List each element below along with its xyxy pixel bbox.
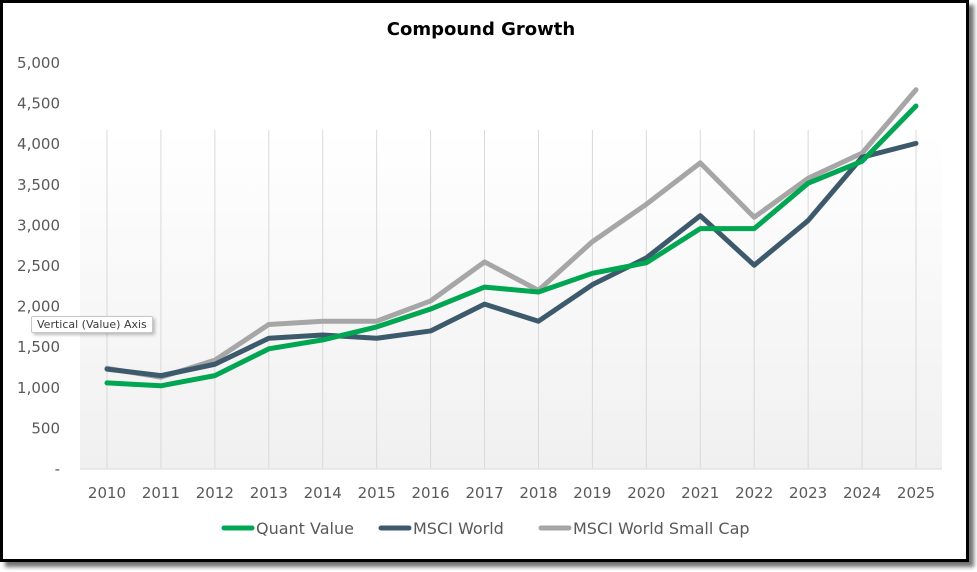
series-line-quant-value[interactable] [104, 103, 919, 389]
series-line-msci-world[interactable] [104, 140, 919, 379]
x-tick-label: 2024 [843, 484, 881, 502]
x-tick-label: 2022 [735, 484, 773, 502]
axis-tooltip: Vertical (Value) Axis [31, 316, 153, 333]
x-tick-label: 2018 [519, 484, 557, 502]
legend-label: MSCI World [413, 519, 504, 538]
x-tick-label: 2016 [412, 484, 450, 502]
y-tick-label: 1,500 [17, 338, 60, 356]
y-tick-label: 2,500 [17, 257, 60, 275]
series-line-msci-world-small-cap[interactable] [104, 87, 919, 380]
legend-label: MSCI World Small Cap [573, 519, 750, 538]
x-tick-label: 2010 [88, 484, 126, 502]
y-axis[interactable]: - 500 1,000 1,500 2,000 2,500 3,000 3,500 4,000 4… [17, 54, 60, 478]
x-tick-label: 2015 [358, 484, 396, 502]
x-tick-label: 2023 [789, 484, 827, 502]
y-tick-label: 500 [31, 419, 60, 437]
y-tick-label: 3,500 [17, 176, 60, 194]
x-tick-label: 2014 [304, 484, 342, 502]
chart-title: Compound Growth [387, 19, 575, 40]
y-tick-label: 3,000 [17, 216, 60, 234]
y-tick-label: 1,000 [17, 379, 60, 397]
legend-item-quant-value[interactable]: Quant Value [221, 519, 354, 538]
y-tick-label: - [55, 460, 60, 478]
x-tick-label: 2013 [250, 484, 288, 502]
x-tick-label: 2011 [142, 484, 180, 502]
legend-label: Quant Value [256, 519, 354, 538]
x-tick-label: 2012 [196, 484, 234, 502]
x-axis[interactable]: 2010 2011 2012 2013 2014 2015 2016 2017 2018 2019… [88, 484, 935, 502]
x-tick-label: 2020 [627, 484, 665, 502]
x-tick-label: 2025 [897, 484, 935, 502]
legend-item-msci-world-small-cap[interactable]: MSCI World Small Cap [538, 519, 750, 538]
y-tick-label: 4,500 [17, 95, 60, 113]
legend[interactable]: Quant Value MSCI World MSCI World Small Ca… [221, 519, 750, 538]
x-tick-label: 2021 [681, 484, 719, 502]
series-lines [104, 87, 919, 389]
y-tick-label: 2,000 [17, 298, 60, 316]
y-tick-label: 5,000 [17, 54, 60, 72]
y-tick-label: 4,000 [17, 135, 60, 153]
x-tick-label: 2017 [465, 484, 503, 502]
x-tick-label: 2019 [573, 484, 611, 502]
legend-item-msci-world[interactable]: MSCI World [378, 519, 504, 538]
